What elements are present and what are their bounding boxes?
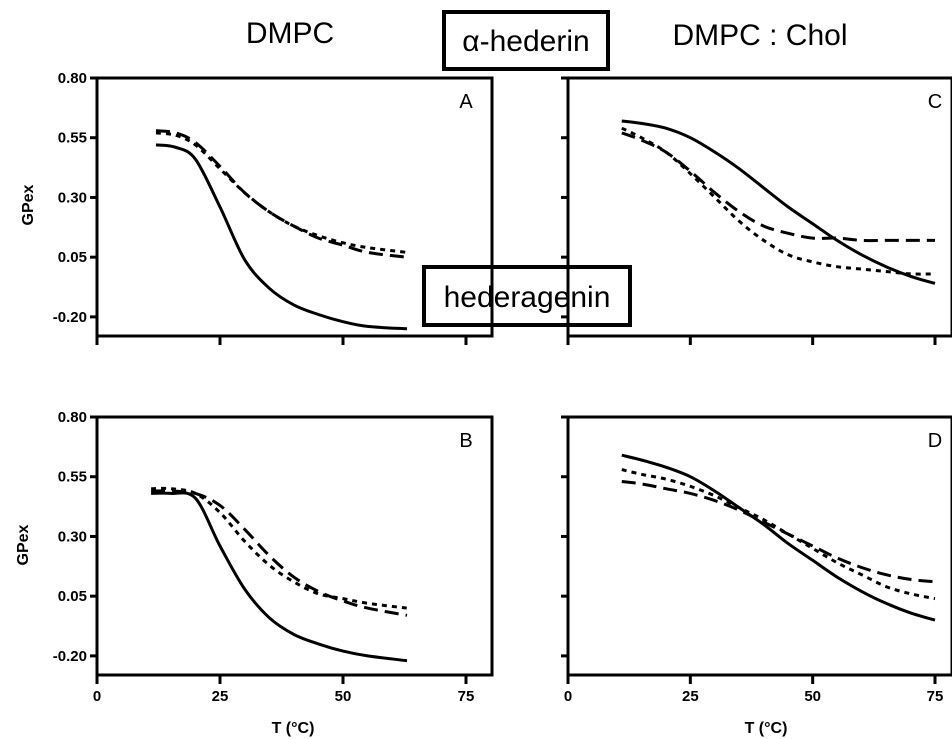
plot-frame — [566, 415, 952, 677]
series-line-dotted — [621, 126, 936, 276]
y-tick-label: 0.30 — [58, 528, 87, 545]
x-tick-label: 50 — [804, 688, 821, 705]
series-line-solid — [621, 119, 936, 285]
alpha-hederin-box — [442, 10, 610, 71]
series-line-dashed — [151, 489, 408, 617]
panel-label: C — [928, 91, 942, 113]
plot-frame — [566, 76, 952, 338]
series-line-dashed — [621, 131, 935, 243]
y-axis-label-bottom: GPex — [15, 524, 32, 565]
x-tick-label: 50 — [335, 688, 352, 705]
panel-a: 0.80 0.55 0.30 0.05 -0.20 A — [53, 70, 494, 345]
panel-d: 0 25 50 75 D — [561, 415, 952, 705]
y-tick-label: 0.30 — [58, 189, 87, 206]
x-tick-label: 75 — [927, 688, 944, 705]
hederagenin-label: hederagenin — [444, 281, 611, 314]
x-axis-label-left: T (°C) — [272, 720, 315, 737]
x-tick-label: 25 — [212, 688, 229, 705]
x-tick-label: 25 — [682, 688, 699, 705]
panel-c: C — [561, 76, 952, 345]
series-line-solid — [155, 143, 408, 331]
y-tick-label: 0.05 — [58, 588, 87, 605]
y-tick-label: -0.20 — [53, 648, 87, 665]
panel-b: 0.80 0.55 0.30 0.05 -0.20 0 25 50 75 B — [53, 409, 494, 705]
x-tick-label: 0 — [93, 688, 101, 705]
hederagenin-box — [422, 265, 632, 327]
heading-dmpc: DMPC — [246, 17, 334, 50]
y-tick-label: 0.55 — [58, 130, 87, 147]
y-tick-label: 0.80 — [58, 70, 87, 87]
series-line-solid — [151, 491, 408, 663]
heading-dmpc-chol: DMPC : Chol — [672, 19, 847, 52]
y-axis-label-top: GPex — [20, 184, 37, 225]
plot-frame — [95, 76, 494, 338]
series-line-dashed — [621, 480, 936, 584]
x-tick-label: 75 — [458, 688, 475, 705]
panel-label: B — [459, 430, 472, 452]
series-line-dotted — [151, 486, 408, 610]
series-line-solid — [621, 453, 936, 622]
plot-frame — [95, 415, 494, 677]
x-tick-label: 0 — [564, 688, 572, 705]
panel-label: A — [459, 91, 473, 113]
y-tick-label: 0.80 — [58, 409, 87, 426]
y-tick-label: 0.55 — [58, 469, 87, 486]
alpha-hederin-label: α-hederin — [462, 25, 589, 58]
series-line-dashed — [155, 129, 408, 259]
x-axis-label-right: T (°C) — [745, 720, 788, 737]
panel-label: D — [928, 430, 942, 452]
y-tick-label: -0.20 — [53, 309, 87, 326]
series-line-dotted — [155, 131, 408, 254]
y-tick-label: 0.05 — [58, 249, 87, 266]
